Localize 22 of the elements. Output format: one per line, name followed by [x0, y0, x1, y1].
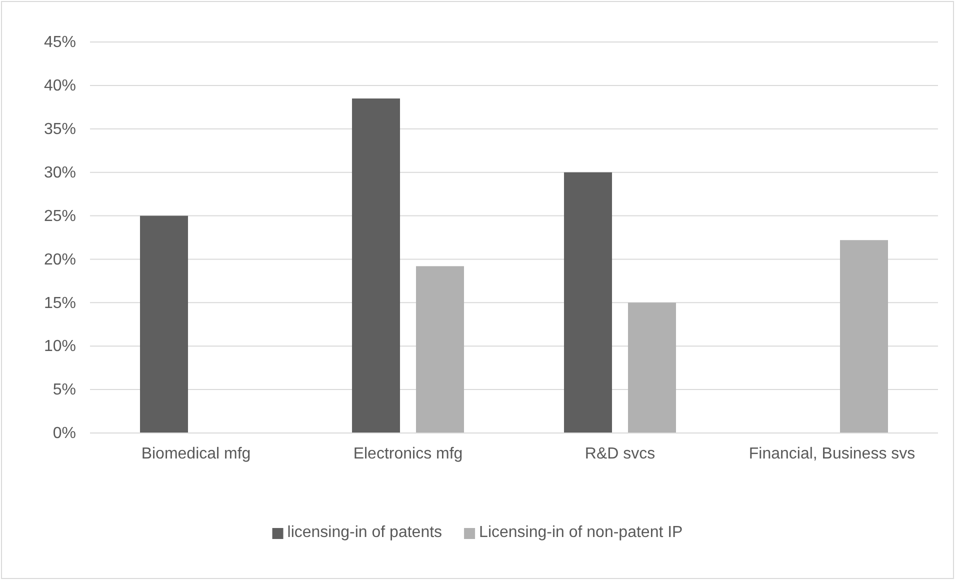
y-tick-label: 15%: [44, 294, 76, 312]
bar: [416, 266, 464, 433]
y-tick-label: 25%: [44, 208, 76, 225]
bar: [628, 302, 676, 433]
y-tick-label: 20%: [44, 251, 76, 268]
y-tick-label: 5%: [52, 382, 76, 399]
x-tick-label: Biomedical mfg: [141, 445, 251, 462]
y-tick-label: 35%: [44, 121, 76, 138]
x-tick-label: Electronics mfg: [353, 445, 463, 462]
y-tick-label: 40%: [44, 78, 76, 95]
legend-label: licensing-in of patents: [287, 524, 442, 541]
y-tick-label: 45%: [44, 34, 76, 52]
x-tick-label: R&D svcs: [584, 445, 656, 462]
y-tick-label: 10%: [44, 338, 76, 356]
y-tick-label: 30%: [44, 164, 76, 182]
bar: [564, 172, 612, 433]
y-tick-label: 0%: [52, 425, 76, 442]
bar: [840, 240, 888, 433]
bar: [352, 98, 400, 433]
legend-label: Licensing-in of non-patent IP: [479, 524, 683, 541]
bar: [140, 216, 188, 433]
x-tick-label: Financial, Business svs: [748, 445, 916, 462]
